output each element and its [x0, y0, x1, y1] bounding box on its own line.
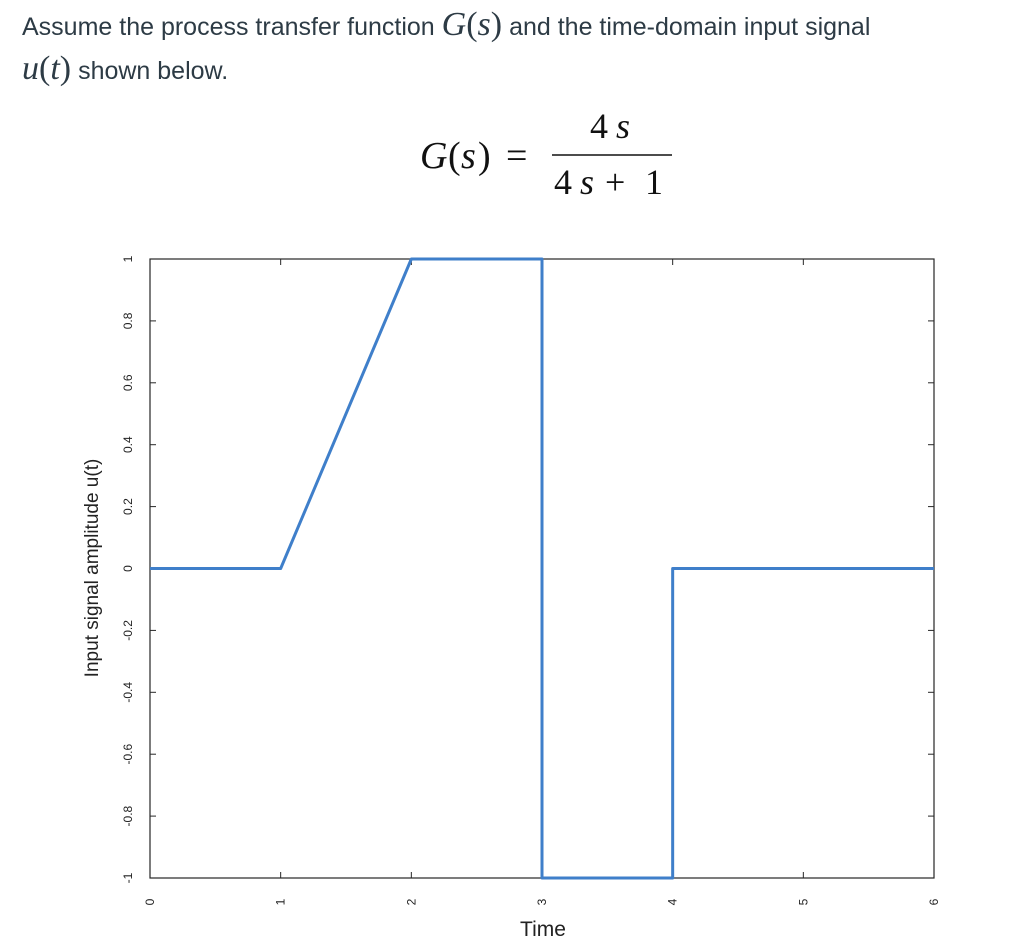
svg-text:(: (	[448, 135, 461, 177]
x-tick-label: 5	[796, 898, 810, 905]
y-axis-label: Input signal amplitude u(t)	[82, 459, 103, 678]
tick-labels: 0 1 2 3 4 5 6 1 0.8 0.6 0.4 0.2 0 -0.2 -0.4 -0.6 -0.8 -1	[121, 255, 941, 905]
formula-denominator-const: 1	[645, 162, 663, 202]
intro-text-2: and the time-domain input signal	[509, 13, 871, 41]
formula-lhs-func: G	[420, 135, 447, 177]
intro-text-1: Assume the process transfer function	[22, 13, 435, 41]
formula-denominator-coef: 4	[554, 162, 572, 202]
y-tick-label: 1	[121, 255, 135, 262]
formula-denominator-plus: +	[605, 162, 625, 202]
transfer-function-formula: G ( s ) = 4 s 4 s + 1	[420, 106, 672, 202]
x-tick-label: 3	[535, 898, 549, 905]
y-tick-label: 0.2	[121, 498, 135, 515]
x-tick-label: 2	[404, 898, 418, 905]
signal-line	[150, 257, 934, 880]
series-layer	[150, 257, 934, 880]
formula-equals: =	[506, 135, 527, 177]
formula-numerator-coef: 4	[590, 106, 608, 146]
x-tick-label: 0	[143, 898, 157, 905]
y-tick-label: 0.4	[121, 436, 135, 453]
formula-lhs-var: s	[461, 135, 476, 177]
t-symbol: t	[50, 50, 60, 87]
y-tick-label: 0	[121, 565, 135, 572]
y-tick-label: -0.6	[121, 744, 135, 765]
s-symbol: s	[477, 6, 491, 43]
intro-text-3: shown below.	[78, 57, 229, 85]
formula-denominator-var: s	[580, 162, 594, 202]
x-tick-label: 4	[666, 898, 680, 905]
x-tick-label: 6	[927, 898, 941, 905]
y-tick-label: -0.4	[121, 682, 135, 703]
y-tick-label: 0.6	[121, 374, 135, 391]
u-symbol: u	[22, 50, 39, 87]
x-tick-label: 1	[274, 898, 288, 905]
y-tick-label: -0.2	[121, 620, 135, 641]
y-tick-label: -1	[121, 872, 135, 883]
g-symbol: G	[441, 6, 467, 43]
y-tick-label: -0.8	[121, 805, 135, 826]
y-tick-label: 0.8	[121, 312, 135, 329]
question-line-2: u(t) shown below.	[22, 50, 229, 87]
x-axis-label: Time	[520, 918, 566, 941]
svg-text:): )	[478, 135, 491, 177]
question-line-1: Assume the process transfer function G(s…	[22, 6, 871, 43]
question-text: Assume the process transfer function G(s…	[22, 4, 1012, 92]
formula-numerator-var: s	[616, 106, 630, 146]
